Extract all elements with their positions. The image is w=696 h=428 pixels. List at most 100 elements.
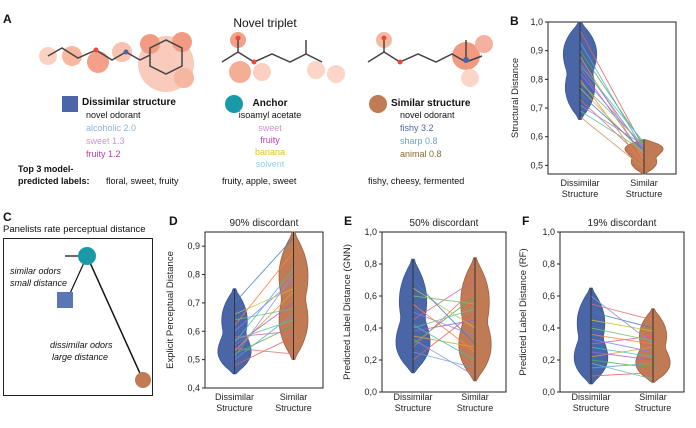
y-tick-label: 0,9: [530, 46, 543, 56]
plot-frame: [204, 231, 324, 389]
pair-line: [590, 359, 654, 369]
pair-line: [234, 302, 294, 346]
chart-panel-e: E 0,0 0,2 0,4 0,6 0,8 1,0 Predicted Label Dist…: [340, 212, 516, 428]
pair-line: [579, 110, 645, 152]
y-tick-label: 0,0: [542, 387, 555, 397]
similar-molecule: [367, 32, 493, 87]
pair-line: [579, 81, 645, 146]
y-tick-label: 0,8: [364, 259, 377, 269]
chart-svg-f: 0,0 0,2 0,4 0,6 0,8 1,0 Predicted Label Distan…: [518, 218, 685, 413]
chart-panel-b: B 0,5 0,6 0,7 0,8 0,9 1,0 Structural Distance D…: [508, 8, 694, 212]
pair-line: [590, 327, 654, 342]
anchor-heading: Anchor: [252, 98, 288, 109]
dissimilar-heading: Dissimilar structure: [82, 97, 176, 108]
x-category-label: Similar: [461, 392, 489, 402]
pair-line: [412, 311, 476, 361]
pair-line: [234, 319, 294, 341]
y-axis-label: Predicted Label Distance (GNN): [342, 244, 353, 380]
pair-line: [590, 346, 654, 358]
pair-line: [590, 303, 654, 321]
similar-dot: [135, 372, 151, 388]
panel-letter-f: F: [522, 214, 530, 228]
x-category-label: Structure: [395, 403, 432, 413]
pair-line: [234, 313, 294, 360]
top3-label-line2: predicted labels:: [18, 176, 90, 186]
pair-line: [579, 116, 645, 169]
y-axis-label: Structural Distance: [510, 58, 521, 138]
pair-line: [234, 308, 294, 321]
chart-panel-d: D 0,4 0,5 0,6 0,7 0,8 0,9 Explicit Perceptual …: [163, 212, 335, 428]
similar-label-2: sharp 0.8: [400, 136, 438, 146]
x-category-label: Structure: [562, 189, 599, 199]
dissimilar-note-1: dissimilar odors: [50, 340, 113, 350]
x-category-label: Dissimilar: [561, 178, 600, 188]
x-category-label: Structure: [216, 403, 253, 413]
y-tick-label: 0,7: [530, 103, 543, 113]
y-tick-label: 0,0: [364, 387, 377, 397]
similar-heading: Similar structure: [391, 98, 471, 109]
x-category-label: Structure: [573, 403, 610, 413]
chart-svg-b: 0,5 0,6 0,7 0,8 0,9 1,0 Structural Distance Dis…: [510, 17, 677, 199]
dissimilar-note-2: large distance: [52, 352, 109, 362]
panel-c-box: [3, 238, 153, 396]
x-category-label: Structure: [626, 189, 663, 199]
y-tick-label: 0,9: [187, 241, 200, 251]
dissimilar-label-3: fruity 1.2: [86, 149, 121, 159]
panel-letter-a: A: [3, 12, 12, 26]
molecule-structures: [39, 32, 493, 92]
pair-line: [590, 335, 654, 345]
pair-line: [412, 338, 476, 377]
y-tick-label: 0,4: [187, 383, 200, 393]
dissimilar-subtitle: novel odorant: [86, 110, 141, 120]
pair-line: [412, 287, 476, 329]
pair-line: [590, 295, 654, 345]
pair-line: [590, 362, 654, 369]
pair-line: [412, 295, 476, 345]
pair-line: [234, 237, 294, 304]
pair-line: [590, 372, 654, 377]
pair-line: [590, 362, 654, 380]
similar-swatch: [369, 95, 387, 113]
pair-line: [412, 324, 476, 361]
x-category-label: Dissimilar: [215, 392, 254, 402]
anchor-label-3: banana: [254, 147, 286, 157]
pair-line: [579, 99, 645, 160]
x-category-label: Dissimilar: [394, 392, 433, 402]
pair-line: [579, 73, 645, 149]
dissimilar-swatch: [62, 96, 78, 112]
top3-anchor: fruity, apple, sweet: [222, 176, 297, 186]
pair-line: [579, 30, 645, 149]
pair-line: [412, 311, 476, 337]
plot-frame: [547, 21, 677, 175]
y-axis-label: Explicit Perceptual Distance: [165, 251, 176, 369]
top3-label-line1: Top 3 model-: [18, 164, 74, 174]
dissimilar-square: [57, 292, 73, 308]
pair-line: [590, 338, 654, 353]
pair-line: [412, 303, 476, 353]
x-category-label: Similar: [630, 178, 658, 188]
pair-line: [234, 288, 294, 315]
panel-letter-c: C: [3, 210, 12, 224]
dissimilar-label-1: alcoholic 2.0: [86, 123, 137, 133]
similar-label-3: animal 0.8: [400, 149, 442, 159]
pair-line: [590, 333, 654, 345]
y-tick-label: 0,6: [542, 291, 555, 301]
top3-similar: fishy, cheesy, fermented: [368, 176, 465, 186]
anchor-label-1: sweet: [258, 123, 282, 133]
similar-label-1: fishy 3.2: [400, 123, 434, 133]
pair-line: [412, 351, 476, 369]
y-tick-label: 0,2: [542, 355, 555, 365]
y-tick-label: 0,5: [530, 160, 543, 170]
anchor-label-2: fruity: [260, 135, 280, 145]
chart-title: 50% discordant: [410, 218, 479, 229]
pair-line: [234, 347, 294, 355]
anchor-swatch: [225, 95, 243, 113]
plot-frame: [559, 231, 685, 393]
x-category-label: Structure: [457, 403, 494, 413]
y-tick-label: 1,0: [530, 17, 543, 27]
y-tick-label: 1,0: [542, 227, 555, 237]
dissimilar-label-2: sweet 1.3: [86, 136, 125, 146]
pair-line: [412, 308, 476, 329]
y-tick-label: 0,7: [187, 298, 200, 308]
x-category-label: Structure: [635, 403, 672, 413]
